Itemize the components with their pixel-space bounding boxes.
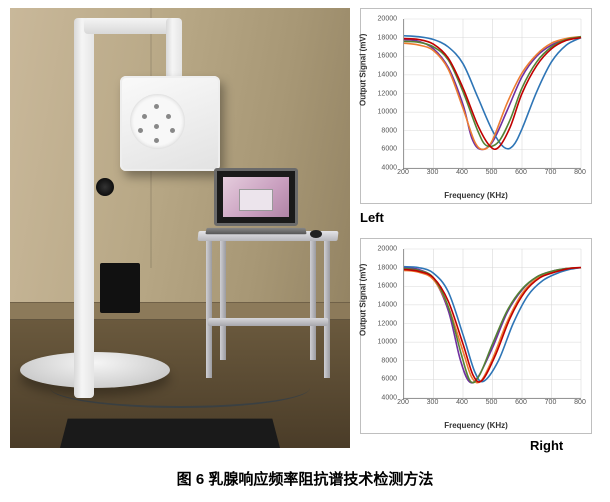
curves-top <box>404 19 581 168</box>
figure-container: 4000600080001000012000140001600018000200… <box>10 8 600 498</box>
cart-shelf <box>208 318 329 326</box>
chart-left: 4000600080001000012000140001600018000200… <box>360 8 592 204</box>
laptop-window <box>239 189 273 211</box>
stand-pole <box>74 18 94 398</box>
plot-area-bottom <box>403 249 581 399</box>
mouse <box>310 230 322 238</box>
curves-bottom <box>404 249 581 398</box>
x-ticks-bottom: 200300400500600700800 <box>403 399 581 411</box>
sensor-head <box>120 76 220 171</box>
chart-right: 4000600080001000012000140001600018000200… <box>360 238 592 434</box>
floor-mat <box>60 419 280 448</box>
y-axis-label: Output Signal (mV) <box>359 264 368 336</box>
plot-area-top <box>403 19 581 169</box>
stand-base <box>20 352 170 388</box>
x-ticks-top: 200300400500600700800 <box>403 169 581 181</box>
stand-arm-horizontal <box>84 18 174 34</box>
x-axis-label: Frequency (KHz) <box>361 421 591 430</box>
controller-box <box>100 263 140 313</box>
label-right: Right <box>530 438 563 453</box>
x-axis-label: Frequency (KHz) <box>361 191 591 200</box>
cart-leg <box>310 240 316 360</box>
laptop-keyboard <box>205 228 306 234</box>
cart-leg <box>220 240 226 360</box>
figure-caption: 图 6 乳腺响应频率阻抗谱技术检测方法 <box>10 468 600 489</box>
laptop-screen <box>214 168 298 226</box>
cart-leg <box>324 238 330 378</box>
apparatus-photo <box>10 8 350 448</box>
cart-leg <box>206 238 212 378</box>
label-left: Left <box>360 210 384 225</box>
adjustment-knob <box>96 178 114 196</box>
y-axis-label: Output Signal (mV) <box>359 34 368 106</box>
sensor-face <box>130 94 185 149</box>
